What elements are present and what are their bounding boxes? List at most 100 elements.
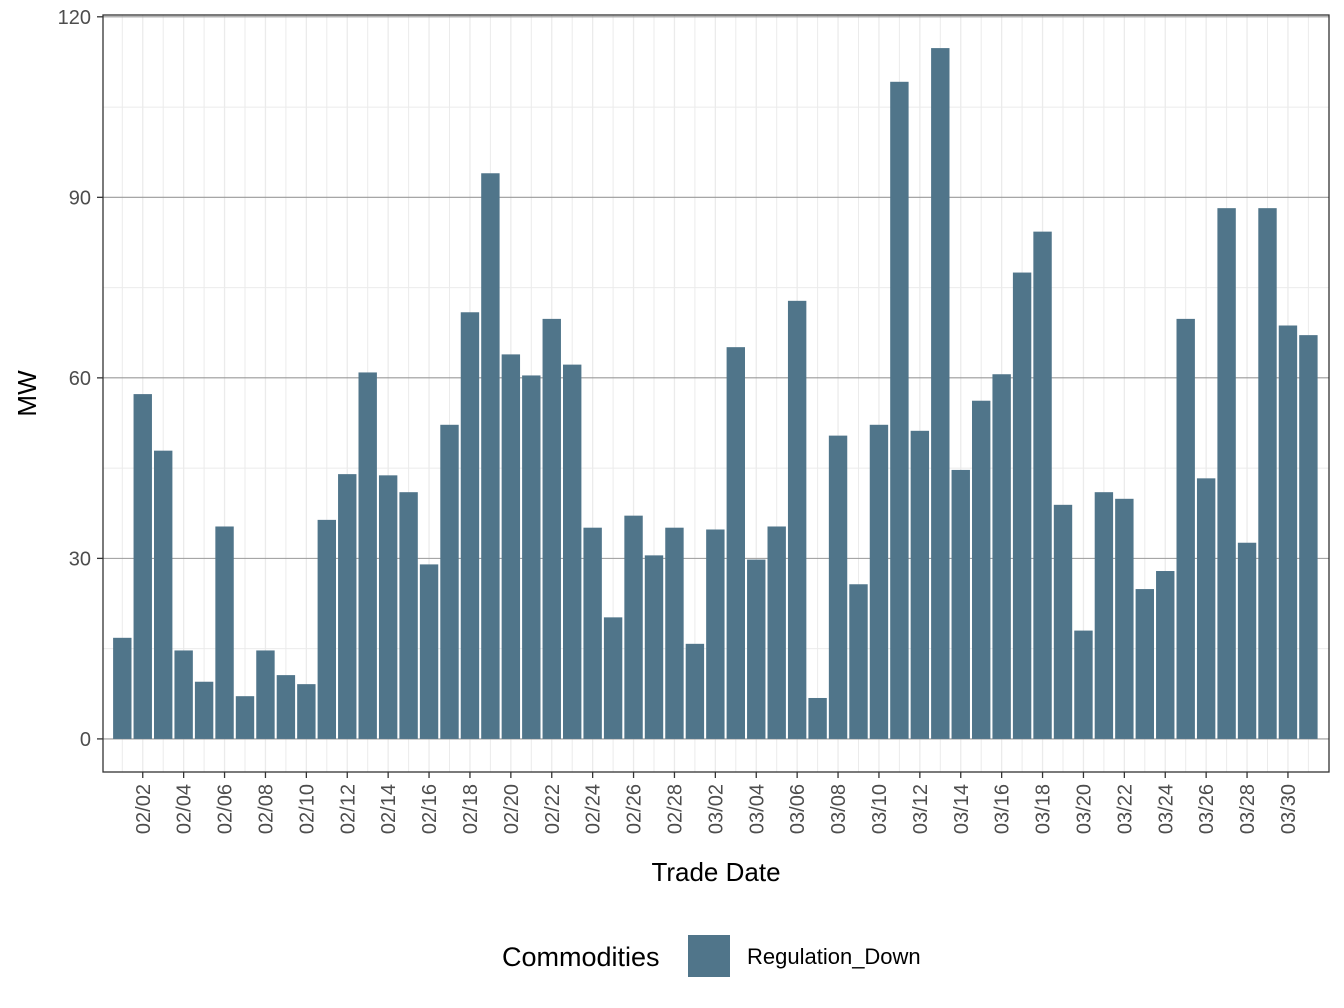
y-tick-label: 90 <box>69 187 91 209</box>
bar <box>644 555 664 739</box>
y-tick-label: 60 <box>69 368 91 390</box>
x-tick-label: 03/10 <box>869 784 891 834</box>
x-tick-label: 02/26 <box>624 784 646 834</box>
y-tick-label: 0 <box>80 729 91 751</box>
bar <box>1258 208 1277 739</box>
bar <box>603 617 623 739</box>
bar <box>440 424 459 739</box>
bar <box>460 312 480 739</box>
legend-key-swatch <box>688 935 730 977</box>
bar <box>1237 542 1257 739</box>
x-tick-label: 03/04 <box>746 784 768 834</box>
bars <box>113 48 1318 739</box>
bar <box>665 527 684 739</box>
bar <box>1033 231 1052 739</box>
bar <box>726 347 745 739</box>
bar <box>583 527 602 739</box>
x-tick-label: 03/08 <box>828 784 850 834</box>
bar <box>1115 498 1134 739</box>
bar <box>1278 325 1298 739</box>
y-axis-title: MW <box>12 370 42 417</box>
x-tick-label: 02/14 <box>378 784 400 834</box>
bar <box>747 559 766 739</box>
x-tick-label: 02/18 <box>460 784 482 834</box>
bar <box>1094 492 1114 739</box>
x-tick-label: 02/20 <box>501 784 523 834</box>
bar <box>133 394 152 739</box>
bar <box>154 450 173 739</box>
bar <box>1196 478 1216 739</box>
legend-label: Regulation_Down <box>747 944 921 969</box>
bar <box>767 526 786 739</box>
x-tick-label: 02/24 <box>583 784 605 834</box>
bar <box>849 584 868 739</box>
bar <box>1135 589 1154 739</box>
bar <box>828 435 848 739</box>
x-tick-label: 03/06 <box>787 784 809 834</box>
bar <box>338 474 357 739</box>
bar <box>113 637 132 739</box>
bar <box>1012 272 1032 739</box>
bar <box>501 354 521 739</box>
bar <box>910 430 930 739</box>
bar <box>174 650 193 739</box>
bar <box>317 519 336 739</box>
bar <box>992 374 1011 739</box>
x-tick-label: 03/14 <box>951 784 973 834</box>
bar <box>1176 318 1195 739</box>
bar <box>706 529 725 739</box>
x-tick-label: 02/28 <box>664 784 686 834</box>
bar <box>399 492 418 739</box>
legend-title: Commodities <box>502 942 660 972</box>
x-tick-label: 03/02 <box>705 784 727 834</box>
x-tick-label: 03/22 <box>1114 784 1136 834</box>
bar <box>358 372 377 739</box>
x-tick-label: 02/10 <box>296 784 318 834</box>
bar <box>215 526 234 739</box>
y-axis: 0 30 60 90 120 <box>58 7 103 751</box>
bar <box>1053 504 1073 739</box>
x-tick-label: 02/06 <box>215 784 237 834</box>
bar <box>1299 335 1318 739</box>
legend: Commodities Regulation_Down <box>502 935 921 977</box>
x-tick-label: 03/30 <box>1278 784 1300 834</box>
bar <box>522 375 541 739</box>
bar <box>1074 630 1093 739</box>
bar <box>378 475 398 739</box>
bar <box>931 48 950 739</box>
x-axis: 02/02 02/04 02/06 02/08 02/10 02/12 02/14 02/16… <box>133 772 1300 834</box>
bar <box>419 564 439 739</box>
bar <box>256 650 275 739</box>
x-tick-label: 02/16 <box>419 784 441 834</box>
bar <box>972 400 991 739</box>
bar <box>194 681 214 739</box>
y-tick-label: 30 <box>69 548 91 570</box>
x-tick-label: 02/22 <box>542 784 564 834</box>
bar <box>869 424 889 739</box>
bar <box>563 364 582 739</box>
x-axis-title: Trade Date <box>651 857 780 887</box>
bar <box>890 81 909 739</box>
y-tick-label: 120 <box>58 7 91 29</box>
x-tick-label: 02/12 <box>337 784 359 834</box>
bar <box>481 173 500 739</box>
bar <box>297 684 316 739</box>
x-tick-label: 03/18 <box>1033 784 1055 834</box>
bar <box>1217 208 1236 739</box>
bar <box>276 675 296 739</box>
x-tick-label: 03/26 <box>1196 784 1218 834</box>
bar <box>1156 571 1175 739</box>
bar <box>808 697 827 739</box>
x-tick-label: 03/24 <box>1155 784 1177 834</box>
bar <box>685 643 705 739</box>
bar <box>624 515 643 739</box>
x-tick-label: 02/08 <box>255 784 277 834</box>
bar <box>787 300 807 739</box>
bar <box>542 318 561 739</box>
x-tick-label: 02/04 <box>174 784 196 834</box>
bar <box>951 469 970 739</box>
x-tick-label: 03/28 <box>1237 784 1259 834</box>
x-tick-label: 03/16 <box>992 784 1014 834</box>
bar <box>235 696 255 739</box>
